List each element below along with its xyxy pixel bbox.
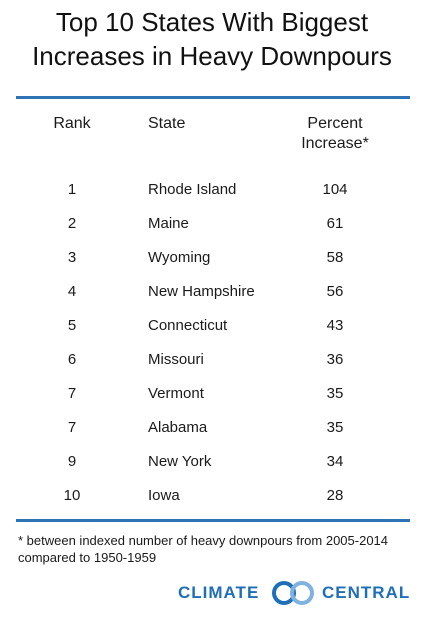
- column-header: Percent Increase*: [301, 115, 369, 152]
- percent-cell: 36: [326, 351, 344, 368]
- title-line: Top 10 States With Biggest: [55, 7, 369, 37]
- rank-cell: 7: [67, 419, 77, 436]
- percent-cell: 56: [326, 283, 344, 300]
- rank-cell: 9: [67, 453, 77, 470]
- percent-cell: 34: [326, 453, 344, 470]
- state-cell: New Hampshire: [148, 283, 255, 300]
- percent-cell: 61: [326, 215, 344, 232]
- logo-icon: [272, 581, 314, 605]
- state-cell: Iowa: [148, 487, 180, 504]
- rank-cell: 1: [67, 181, 77, 198]
- column-header: Rank: [53, 115, 91, 132]
- rank-cell: 6: [67, 351, 77, 368]
- percent-cell: 58: [326, 249, 344, 266]
- state-cell: Rhode Island: [148, 181, 237, 198]
- state-cell: New York: [148, 453, 212, 470]
- state-cell: Connecticut: [148, 317, 228, 334]
- percent-cell: 35: [326, 419, 344, 436]
- percent-cell: 35: [326, 385, 344, 402]
- state-cell: Wyoming: [148, 249, 211, 266]
- footnote: * between indexed number of heavy downpo…: [18, 533, 389, 565]
- percent-cell: 43: [326, 317, 344, 334]
- state-cell: Maine: [148, 215, 189, 232]
- rank-cell: 2: [67, 215, 77, 232]
- state-cell: Missouri: [148, 351, 204, 368]
- divider: [16, 519, 410, 522]
- logo-text: CLIMATE: [178, 583, 260, 602]
- title-line: Increases in Heavy Downpours: [32, 41, 392, 71]
- rank-cell: 10: [63, 487, 81, 504]
- rank-cell: 4: [67, 283, 77, 300]
- column-header: State: [148, 115, 186, 132]
- percent-cell: 104: [322, 181, 348, 198]
- logo-text: CENTRAL: [322, 583, 411, 602]
- state-cell: Alabama: [148, 419, 208, 436]
- rank-cell: 5: [67, 317, 77, 334]
- percent-cell: 28: [326, 487, 344, 504]
- divider: [16, 96, 410, 99]
- rank-cell: 7: [67, 385, 77, 402]
- rank-cell: 3: [67, 249, 77, 266]
- state-cell: Vermont: [148, 385, 204, 402]
